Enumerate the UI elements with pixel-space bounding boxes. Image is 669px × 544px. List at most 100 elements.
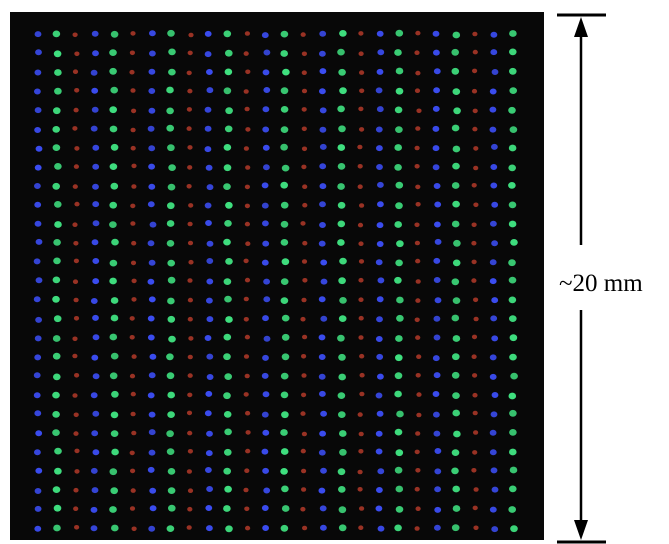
led-dot — [166, 220, 175, 227]
led-dot — [301, 88, 308, 94]
led-dot — [452, 335, 461, 342]
led-dot — [338, 125, 346, 133]
led-dot — [147, 334, 155, 341]
led-dot — [433, 257, 441, 264]
led-dot — [358, 449, 364, 454]
led-dot — [376, 241, 384, 247]
led-dot — [377, 468, 385, 475]
led-dot — [74, 51, 80, 57]
led-dot — [337, 163, 346, 170]
led-dot — [489, 259, 497, 266]
led-dot — [509, 429, 517, 436]
led-dot — [109, 259, 118, 267]
led-dot — [339, 430, 347, 437]
led-dot — [510, 525, 518, 533]
led-dot — [263, 278, 270, 285]
led-dot — [73, 164, 79, 169]
led-dot — [434, 486, 441, 493]
led-dot — [206, 184, 214, 191]
led-dot — [224, 373, 232, 380]
led-dot — [35, 238, 43, 245]
led-dot — [168, 335, 176, 343]
led-dot — [452, 392, 460, 399]
led-dot — [205, 220, 212, 226]
led-dot — [91, 87, 99, 94]
led-dot — [223, 411, 232, 418]
led-dot — [188, 203, 194, 208]
led-dot — [472, 373, 478, 378]
led-dot — [394, 144, 403, 151]
led-dot — [473, 202, 479, 208]
led-dot — [224, 448, 232, 456]
led-dot — [52, 144, 61, 152]
led-dot — [508, 106, 516, 114]
led-dot — [414, 449, 420, 455]
led-dot — [261, 259, 269, 266]
led-dot — [109, 506, 117, 513]
led-dot — [92, 410, 100, 417]
led-dot — [205, 467, 212, 473]
led-dot — [339, 257, 347, 265]
led-dot — [432, 164, 440, 171]
led-dot — [320, 259, 328, 266]
led-dot — [338, 486, 346, 493]
led-dot — [223, 353, 231, 361]
led-dot — [357, 222, 364, 228]
led-dot — [109, 125, 118, 133]
led-dot — [91, 30, 99, 37]
led-dot — [280, 50, 289, 57]
led-dot — [415, 202, 421, 207]
led-dot — [53, 524, 61, 532]
led-dot — [415, 468, 421, 473]
led-dot — [52, 411, 60, 418]
led-dot — [91, 106, 99, 113]
led-dot — [318, 334, 326, 341]
led-dot — [109, 163, 118, 171]
led-dot — [245, 241, 251, 246]
led-dot — [472, 31, 478, 37]
led-dot — [357, 184, 363, 189]
led-dot — [166, 107, 174, 115]
led-dot — [339, 448, 347, 456]
led-dot — [375, 430, 383, 437]
led-dot — [414, 486, 420, 492]
led-dot — [451, 314, 460, 322]
led-dot — [415, 30, 421, 36]
led-dot — [301, 70, 307, 75]
led-dot — [508, 220, 517, 228]
led-dot — [205, 450, 213, 457]
led-dot — [377, 525, 385, 532]
led-dot — [167, 276, 176, 284]
led-dot — [338, 277, 346, 285]
led-dot — [396, 296, 404, 304]
led-dot — [263, 164, 270, 171]
led-dot — [166, 448, 175, 455]
led-dot — [188, 32, 194, 38]
led-dot — [509, 485, 517, 493]
led-dot — [280, 391, 289, 399]
led-dot — [206, 240, 214, 247]
led-dot — [147, 315, 155, 322]
led-dot — [319, 143, 327, 150]
led-dot — [262, 391, 270, 398]
led-dot — [489, 354, 497, 361]
led-dot — [167, 183, 176, 191]
led-dot — [109, 221, 117, 229]
led-dot — [338, 373, 347, 381]
led-dot — [109, 468, 118, 476]
led-dot — [244, 506, 250, 512]
led-dot — [243, 146, 249, 151]
led-dot — [358, 31, 364, 36]
led-dot — [72, 126, 78, 131]
led-dot — [280, 87, 289, 95]
led-dot — [490, 220, 497, 227]
led-dot — [245, 448, 251, 454]
led-dot — [187, 449, 193, 454]
led-dot — [301, 354, 307, 359]
led-dot — [452, 88, 461, 95]
led-dot — [34, 410, 42, 417]
led-dot — [130, 127, 136, 133]
led-dot — [91, 354, 99, 361]
led-dot — [245, 430, 251, 435]
led-dot — [281, 485, 289, 493]
